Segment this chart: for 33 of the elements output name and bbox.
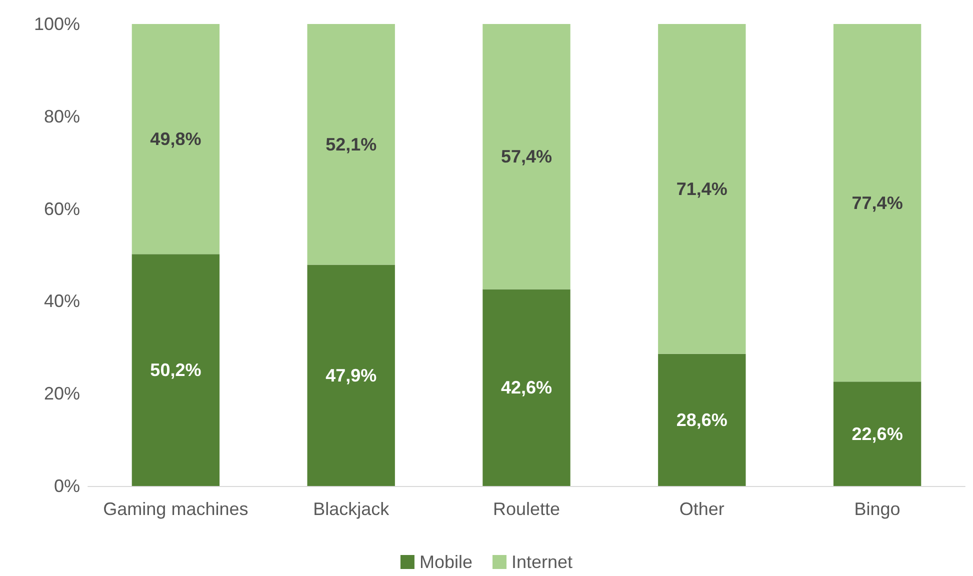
y-tick-label: 100% (34, 14, 80, 34)
bar (658, 24, 746, 354)
data-label: 28,6% (676, 410, 728, 430)
y-tick-label: 0% (54, 476, 80, 496)
x-tick-label: Blackjack (313, 499, 390, 519)
bar (658, 354, 746, 486)
x-tick-label: Gaming machines (103, 499, 248, 519)
y-tick-label: 40% (44, 291, 80, 312)
bar (833, 382, 922, 486)
y-tick-label: 20% (44, 384, 80, 404)
bar (307, 264, 395, 486)
x-tick-label: Roulette (492, 499, 560, 519)
data-label: 42,6% (500, 378, 552, 398)
legend-label: Mobile (419, 552, 472, 572)
bar (833, 24, 922, 382)
data-label: 47,9% (326, 365, 377, 386)
y-tick-label: 80% (44, 106, 80, 126)
bar (482, 24, 570, 290)
y-tick-label: 60% (44, 198, 80, 219)
x-tick-label: Other (679, 499, 724, 519)
data-label: 22,6% (852, 424, 903, 444)
bar (482, 289, 570, 486)
data-label: 50,2% (150, 360, 202, 380)
x-tick-label: Bingo (854, 499, 900, 519)
legend-label: Internet (511, 552, 573, 572)
data-label: 71,4% (676, 178, 728, 199)
data-label: 52,1% (326, 134, 377, 154)
bar (307, 24, 395, 265)
bar (132, 24, 220, 254)
bar (132, 254, 220, 486)
data-label: 77,4% (852, 192, 903, 213)
data-label: 49,8% (150, 129, 202, 150)
data-label: 57,4% (500, 146, 552, 167)
